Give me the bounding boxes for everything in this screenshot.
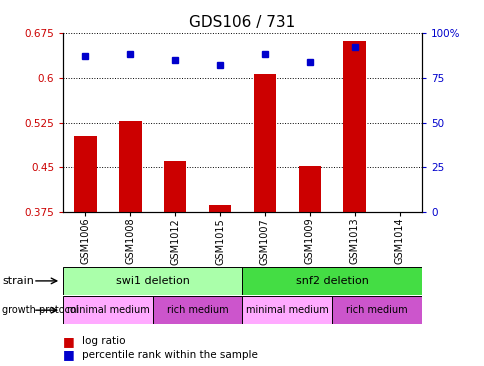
Text: percentile rank within the sample: percentile rank within the sample — [82, 350, 258, 360]
Bar — [242, 267, 421, 295]
Bar — [253, 74, 275, 212]
Bar — [332, 296, 421, 324]
Bar — [298, 166, 320, 212]
Bar — [63, 267, 242, 295]
Bar — [63, 296, 152, 324]
Bar — [74, 137, 96, 212]
Bar — [119, 121, 141, 212]
Bar — [343, 41, 365, 212]
Text: GDS106 / 731: GDS106 / 731 — [189, 15, 295, 30]
Text: ■: ■ — [63, 348, 75, 362]
Text: snf2 deletion: snf2 deletion — [295, 276, 368, 286]
Bar — [242, 296, 332, 324]
Text: swi1 deletion: swi1 deletion — [116, 276, 189, 286]
Bar — [152, 296, 242, 324]
Text: minimal medium: minimal medium — [245, 305, 328, 315]
Bar — [164, 161, 186, 212]
Text: rich medium: rich medium — [166, 305, 228, 315]
Bar — [209, 205, 231, 212]
Text: growth protocol: growth protocol — [2, 305, 79, 315]
Text: strain: strain — [2, 276, 34, 286]
Text: rich medium: rich medium — [346, 305, 407, 315]
Text: log ratio: log ratio — [82, 336, 126, 346]
Text: ■: ■ — [63, 335, 75, 348]
Text: minimal medium: minimal medium — [66, 305, 149, 315]
